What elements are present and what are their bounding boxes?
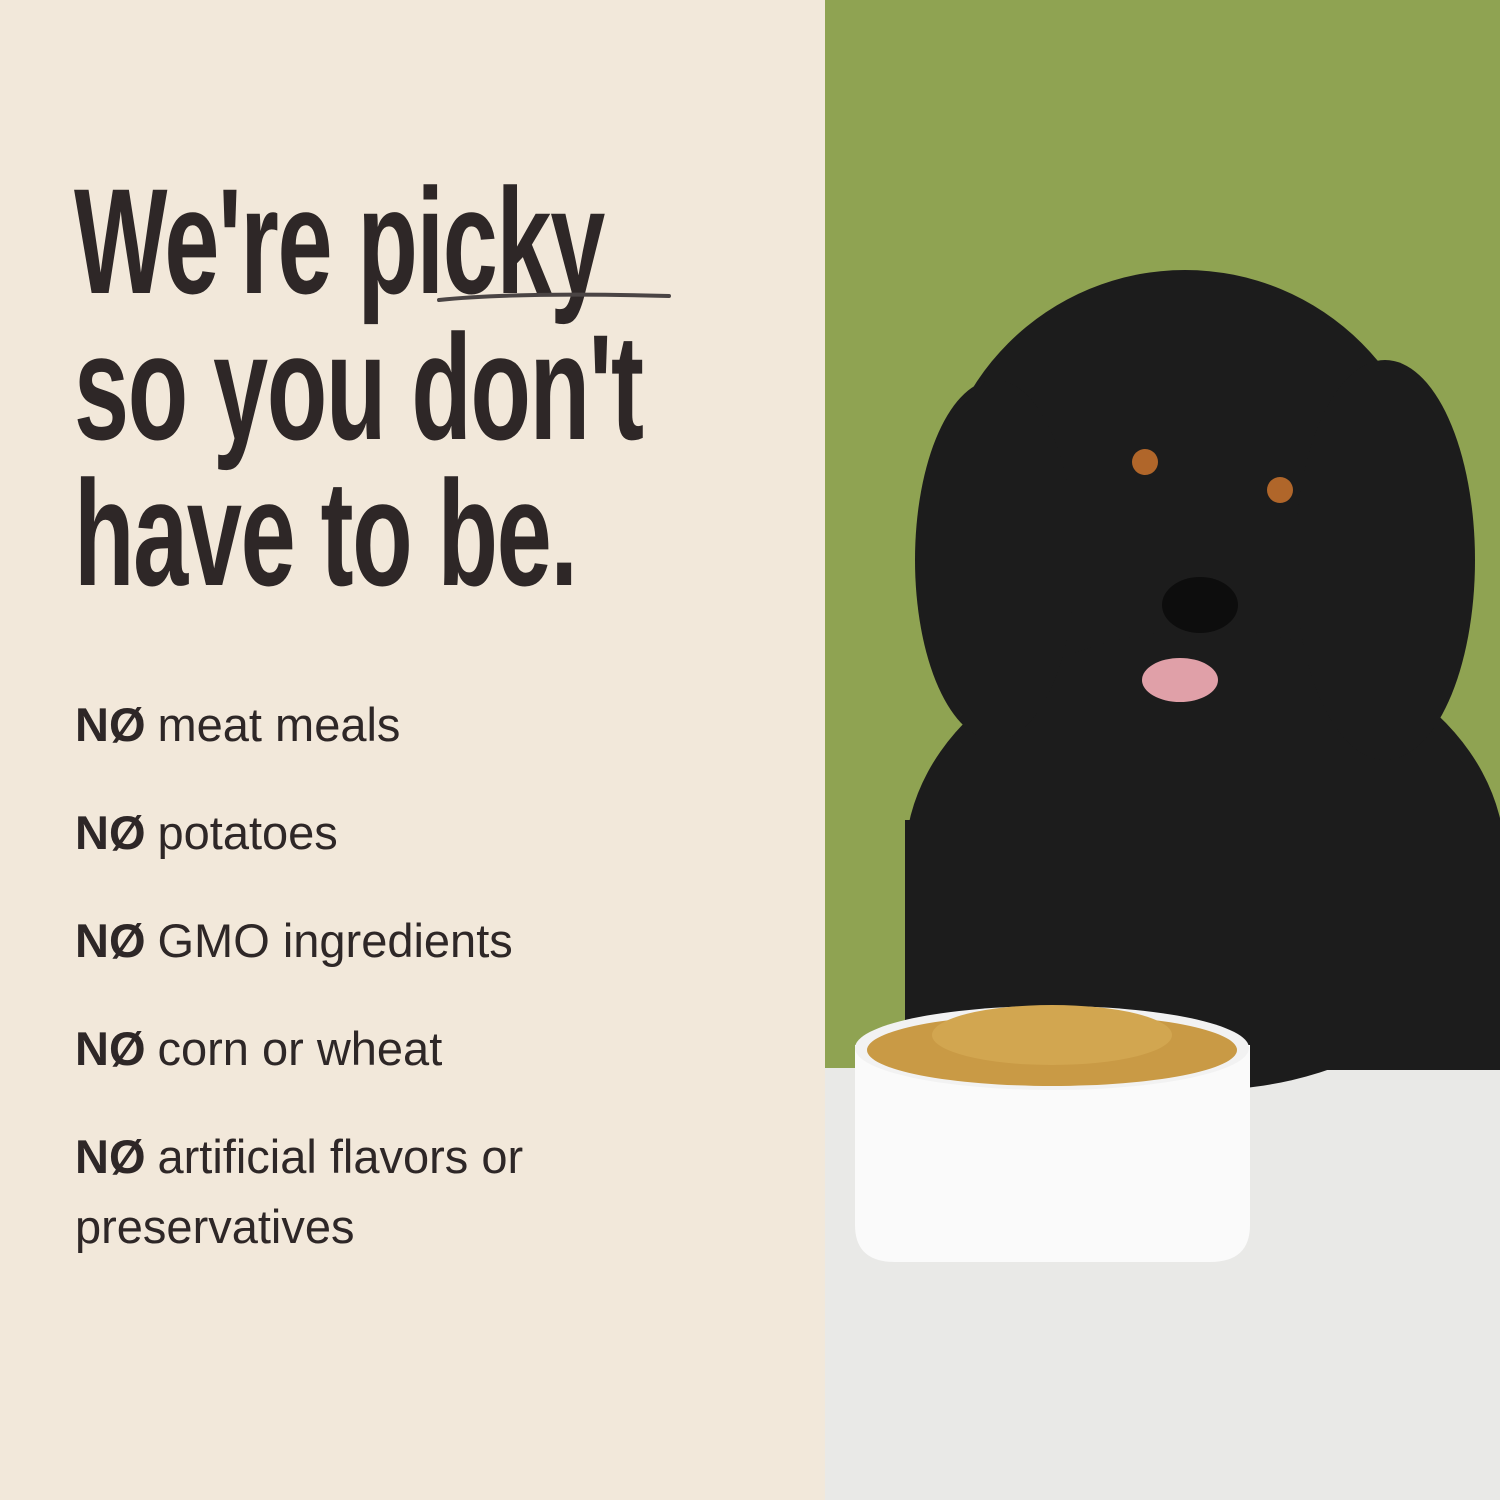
list-item: NØ corn or wheat [75, 1022, 443, 1075]
headline: We're picky so you don't have to be. [74, 166, 644, 617]
list-item: NØ GMO ingredients [75, 914, 513, 967]
exclusion-list: NØ meat meals NØ potatoes NØ GMO ingredient… [75, 690, 675, 1300]
headline-line2: so you don't [74, 303, 644, 471]
headline-line3: have to be. [74, 449, 578, 617]
dog-photo [825, 0, 1500, 1500]
list-item: NØ potatoes [75, 806, 338, 859]
dog [905, 270, 1500, 1090]
list-item: NØ meat meals [75, 698, 401, 751]
food-bowl [855, 1005, 1250, 1262]
brush-underline [437, 292, 671, 302]
list-item: NØ artificial flavors or preservatives [75, 1130, 524, 1253]
text-panel: We're picky so you don't have to be. NØ m… [74, 166, 675, 1300]
headline-line1: We're [74, 157, 358, 325]
headline-emphasis: picky [357, 157, 605, 325]
